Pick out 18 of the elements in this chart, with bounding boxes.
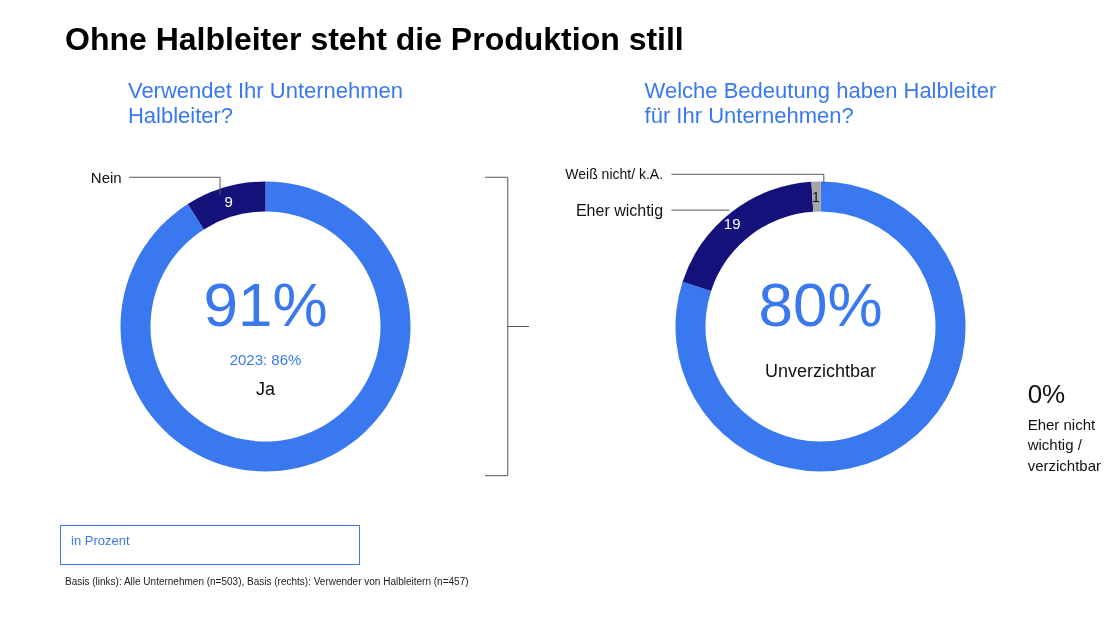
data-label: 9: [224, 192, 233, 210]
data-label: 19: [723, 214, 741, 232]
slice-label: Ja: [255, 379, 276, 400]
chart-title: Welche Bedeutung haben Halbleiter für Ihr Unternehmen?: [644, 77, 997, 128]
slice-label: Unverzichtbar: [764, 361, 877, 382]
category-label: Eher nicht wichtig / verzichtbar: [1027, 416, 1101, 474]
chart-subtitle: Verwendet Ihr Unternehmen Halbleiter?: [127, 77, 404, 128]
text: in Prozent: [71, 532, 130, 550]
text: 2023: 86%: [229, 350, 302, 368]
data-label: 80%: [758, 269, 883, 339]
slice-label: Eher wichtig: [575, 201, 664, 219]
slice-label: Weiß nicht/ k.A.: [565, 166, 664, 183]
data-label: 91%: [203, 269, 328, 339]
data-label: 1: [812, 188, 821, 205]
slice-label: Nein: [90, 168, 122, 186]
chart-title: Ohne Halbleiter steht die Produktion still: [65, 20, 684, 59]
text: Basis (links): Alle Unternehmen (n=503), Basis (rechts): Verwender von Halbleitern (n=457): [65, 575, 469, 589]
text: 0%: [1027, 378, 1066, 409]
